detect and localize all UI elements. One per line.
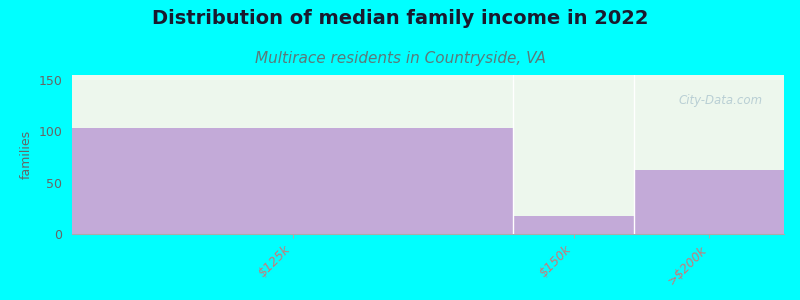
Bar (634, 170, 784, 234)
Bar (72, 80, 514, 234)
Bar (634, 80, 784, 234)
Y-axis label: families: families (20, 130, 33, 179)
Bar (72, 128, 514, 234)
Text: Multirace residents in Countryside, VA: Multirace residents in Countryside, VA (254, 51, 546, 66)
Bar (514, 80, 634, 234)
Bar (514, 215, 634, 234)
Text: Distribution of median family income in 2022: Distribution of median family income in … (152, 9, 648, 28)
Text: City-Data.com: City-Data.com (678, 94, 762, 107)
